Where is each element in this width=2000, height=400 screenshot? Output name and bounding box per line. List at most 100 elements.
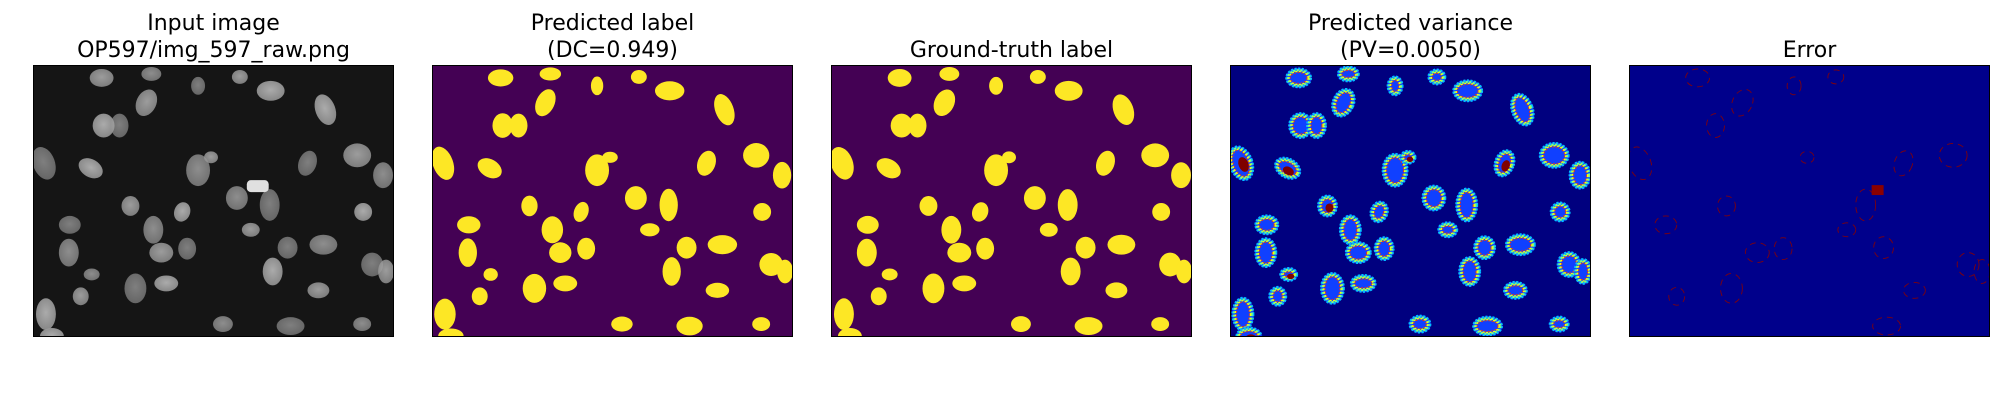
title-line: OP597/img_597_raw.png [77, 38, 350, 63]
nucleus-mask [772, 161, 792, 189]
nucleus [72, 287, 89, 306]
nucleus-mask [989, 76, 1004, 95]
nucleus [276, 317, 305, 336]
nucleus-mask [1112, 94, 1135, 125]
nucleus-mask [705, 282, 730, 298]
variance-nucleus [1510, 92, 1535, 127]
nucleus-mask [521, 195, 538, 217]
error-blob [1871, 185, 1884, 196]
nucleus-mask [471, 287, 488, 306]
error-edge [1630, 146, 1653, 181]
nucleus-mask [522, 273, 547, 303]
variance-nucleus [1399, 149, 1417, 165]
nucleus-mask [676, 316, 703, 336]
error-edge [1903, 281, 1926, 299]
nucleus-mask [1152, 202, 1171, 221]
panel-ground-truth-label: Ground-truth label [831, 0, 1192, 400]
nucleus-mask [573, 201, 589, 222]
nucleus-mask [856, 238, 877, 267]
variance-nucleus [1386, 75, 1404, 97]
variance-nucleus [1573, 258, 1590, 285]
nucleus [231, 69, 248, 84]
nucleus [124, 273, 147, 304]
nucleus-mask [487, 69, 514, 87]
nucleus [277, 236, 298, 259]
nucleus [92, 113, 115, 138]
image-frame [432, 65, 793, 337]
nucleus-mask [659, 188, 678, 222]
variance-nucleus [1338, 214, 1362, 246]
nucleus-mask [577, 237, 596, 260]
nucleus-mask [1074, 317, 1103, 336]
variance-nucleus [1455, 187, 1479, 223]
nucleus-mask [1023, 186, 1046, 210]
nucleus [135, 89, 158, 117]
error-edge [1956, 252, 1980, 277]
nucleus-mask [832, 146, 854, 180]
variance-nucleus [1408, 314, 1432, 334]
variance-nucleus [1549, 201, 1571, 223]
title-line: (PV=0.0050) [1340, 38, 1481, 63]
variance-nucleus [1568, 160, 1590, 190]
nucleus-mask [662, 257, 681, 286]
title-line: Ground-truth label [909, 38, 1114, 63]
nucleus-mask [890, 113, 913, 138]
error-edge [1717, 195, 1736, 217]
nucleus-mask [947, 242, 972, 263]
panel-error: Error [1629, 0, 1990, 400]
nucleus-mask [483, 268, 498, 281]
nucleus-mask [753, 202, 772, 221]
nucleus-mask [752, 317, 771, 332]
variance-nucleus [1279, 267, 1299, 282]
nucleus [178, 237, 197, 260]
nucleus [343, 143, 372, 168]
nucleus-mask [1105, 282, 1128, 299]
error-map [1630, 66, 1989, 336]
nucleus [154, 275, 179, 292]
nucleus-mask [458, 238, 477, 267]
image-frame [1230, 65, 1591, 337]
nucleus-mask [870, 287, 887, 306]
nucleus-mask [438, 328, 464, 336]
nucleus-mask [1060, 257, 1081, 286]
panel-title-input-image: Input image OP597/img_597_raw.png [33, 10, 394, 64]
error-edge [1893, 150, 1914, 177]
error-edge [1668, 286, 1686, 306]
nucleus-mask [1002, 151, 1016, 164]
variance-nucleus [1369, 200, 1389, 224]
nucleus-mask [759, 253, 783, 277]
error-edge [1855, 188, 1877, 222]
variance-nucleus [1306, 112, 1327, 139]
nucleus-mask [743, 143, 770, 168]
nucleus-mask [585, 154, 610, 187]
nucleus-mask [1054, 80, 1083, 101]
nucleus-mask [777, 259, 792, 284]
nucleus-mask [952, 275, 977, 292]
variance-nucleus [1317, 194, 1338, 218]
nucleus [307, 282, 330, 299]
error-edge [1706, 113, 1725, 138]
image-frame [33, 65, 394, 337]
nucleus-mask [590, 76, 604, 96]
error-edge [1786, 76, 1802, 96]
panel-predicted-label: Predicted label (DC=0.949) [432, 0, 793, 400]
predicted-label-mask [433, 66, 792, 336]
panel-title-predicted-label: Predicted label (DC=0.949) [432, 10, 793, 64]
nucleus-mask [553, 275, 578, 292]
nucleus [256, 80, 285, 101]
nucleus-mask [856, 215, 879, 234]
panel-title-error: Error [1629, 37, 1990, 64]
nucleus-mask [1029, 69, 1046, 84]
error-edge [1837, 222, 1857, 238]
variance-nucleus [1452, 79, 1484, 103]
variance-nucleus [1437, 221, 1459, 239]
error-edge [1827, 69, 1845, 85]
nucleus-mask [1176, 259, 1191, 284]
image-frame [1629, 65, 1990, 337]
nucleus-mask [602, 151, 618, 163]
raw-microscopy-image [34, 66, 393, 336]
nucleus [173, 202, 191, 222]
nucleus-mask [541, 216, 564, 244]
variance-nucleus [1349, 273, 1377, 293]
ground-truth-label-mask [832, 66, 1191, 336]
